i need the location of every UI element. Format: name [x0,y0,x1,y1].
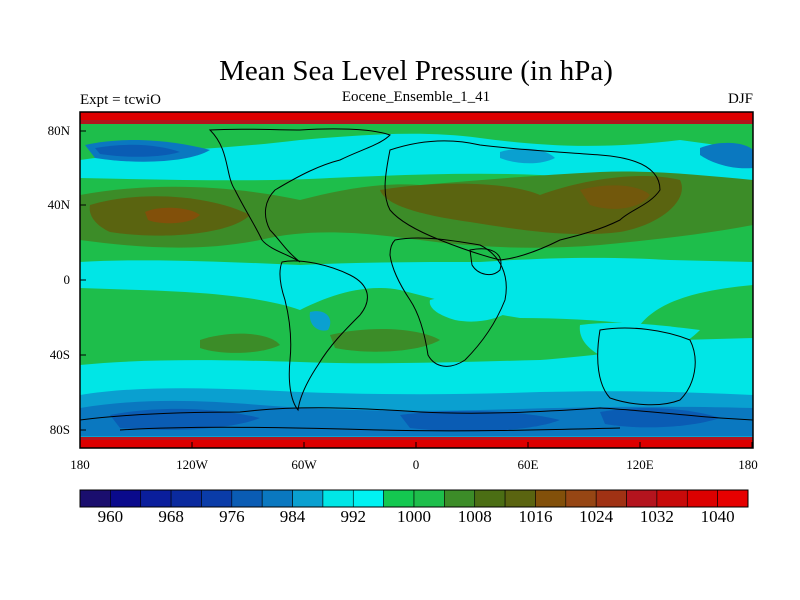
colorbar [79,489,749,508]
colorbar-swatch [535,489,567,508]
lat-label-80s: 80S [49,422,70,437]
colorbar-swatch [383,489,415,508]
colorbar-label: 1008 [457,507,492,526]
season-label: DJF [727,91,753,107]
colorbar-label: 1016 [518,507,553,526]
colorbar-label: 1024 [579,507,614,526]
pressure-field [80,112,753,448]
colorbar-swatch [656,489,688,508]
colorbar-label: 960 [97,507,124,526]
colorbar-swatch [110,489,142,508]
lon-label-60e: 60E [517,457,539,472]
colorbar-swatch [292,489,324,508]
lat-label-equator: 0 [63,272,71,287]
lon-label-180e: 180 [738,457,758,472]
coastlines [80,128,753,432]
colorbar-swatch [231,489,263,508]
lon-label-60w: 60W [291,457,317,472]
lon-label-120w: 120W [176,457,208,472]
colorbar-swatch [261,489,293,508]
lat-label-80n: 80N [47,123,70,138]
colorbar-swatch [717,489,749,508]
lat-label-40s: 40S [49,347,70,362]
lon-label-180w: 180 [70,457,90,472]
colorbar-swatch [140,489,172,508]
lat-label-40n: 40N [47,197,70,212]
lon-label-120e: 120E [626,457,654,472]
colorbar-label: 1000 [397,507,431,526]
colorbar-swatch [444,489,476,508]
axis-ticks [79,130,753,448]
colorbar-swatch [170,489,202,508]
colorbar-label: 968 [158,507,184,526]
colorbar-swatch [322,489,354,508]
colorbar-label: 1032 [639,507,674,526]
colorbar-swatch [201,489,233,508]
colorbar-label: 984 [279,507,306,526]
colorbar-label: 976 [219,507,245,526]
colorbar-swatch [352,489,384,508]
ensemble-label: Eocene_Ensemble_1_41 [341,89,491,105]
chart-title: Mean Sea Level Pressure (in hPa) [219,55,613,87]
colorbar-swatch [686,489,718,508]
colorbar-swatch [504,489,536,508]
lon-label-0: 0 [412,457,420,472]
experiment-label: Expt = tcwiO [80,92,161,108]
colorbar-label: 1040 [700,507,735,526]
colorbar-swatch [626,489,658,508]
colorbar-label: 992 [340,507,367,526]
colorbar-swatch [79,489,111,508]
colorbar-swatch [413,489,445,508]
colorbar-swatch [595,489,627,508]
colorbar-frame [79,489,749,508]
colorbar-swatch [474,489,506,508]
colorbar-swatch [565,489,597,508]
